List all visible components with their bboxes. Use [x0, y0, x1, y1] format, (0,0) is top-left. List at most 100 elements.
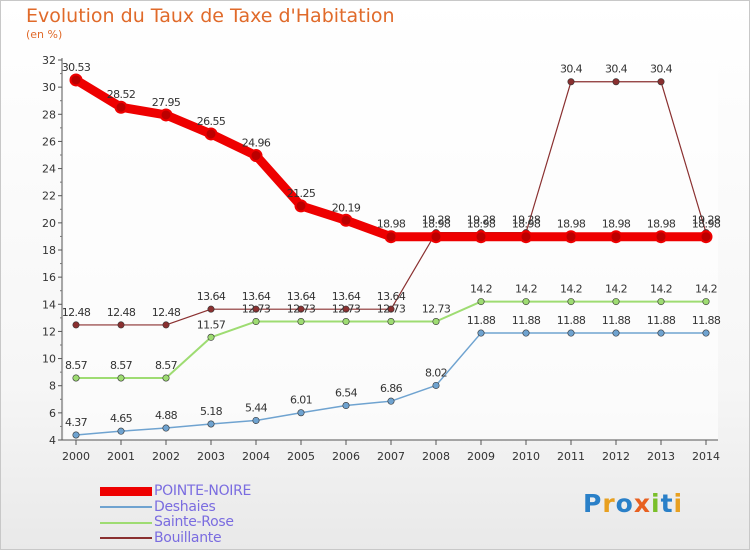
- x-tick-label: 2005: [287, 450, 315, 463]
- data-point: [609, 230, 623, 244]
- y-tick-label: 10: [42, 353, 56, 366]
- legend-label-sainte-rose: Sainte-Rose: [154, 514, 234, 531]
- y-tick-label: 6: [49, 407, 56, 420]
- y-tick-label: 26: [42, 135, 56, 148]
- data-label: 14.2: [650, 283, 672, 296]
- data-label: 11.57: [197, 318, 226, 331]
- data-point: [207, 420, 215, 428]
- data-label: 6.54: [335, 387, 358, 400]
- data-point: [567, 78, 575, 86]
- data-label: 20.19: [332, 201, 361, 214]
- x-tick-label: 2003: [197, 450, 225, 463]
- data-label: 4.88: [155, 409, 178, 422]
- data-label: 4.65: [110, 412, 133, 425]
- data-point: [477, 329, 485, 337]
- y-tick-label: 8: [49, 380, 56, 393]
- legend-swatch-pointe-noire: [100, 487, 152, 497]
- data-point: [477, 298, 485, 306]
- data-label: 4.37: [65, 416, 88, 429]
- data-point: [114, 100, 128, 114]
- data-point: [252, 318, 260, 326]
- data-label: 18.98: [692, 218, 721, 231]
- data-point: [117, 374, 125, 382]
- data-label: 8.57: [155, 359, 178, 372]
- data-label: 11.88: [602, 314, 631, 327]
- data-point: [657, 78, 665, 86]
- data-label: 30.53: [62, 61, 91, 74]
- data-point: [654, 230, 668, 244]
- data-point: [162, 424, 170, 432]
- legend-item-sainte-rose: Sainte-Rose: [100, 515, 251, 531]
- data-label: 27.95: [152, 96, 181, 109]
- data-label: 13.64: [242, 290, 271, 303]
- data-label: 12.73: [242, 303, 271, 316]
- data-label: 18.98: [467, 218, 496, 231]
- x-tick-label: 2010: [512, 450, 540, 463]
- data-point: [207, 305, 215, 313]
- legend-item-deshaies: Deshaies: [100, 499, 251, 516]
- data-point: [519, 230, 533, 244]
- data-label: 28.52: [107, 88, 136, 101]
- data-point: [567, 329, 575, 337]
- chart-legend: POINTE-NOIRE Deshaies Sainte-Rose Bouill…: [100, 484, 251, 546]
- data-point: [252, 416, 260, 424]
- data-label: 26.55: [197, 115, 226, 128]
- data-label: 12.73: [377, 303, 406, 316]
- data-point: [612, 78, 620, 86]
- data-point: [522, 298, 530, 306]
- data-label: 8.57: [65, 359, 88, 372]
- data-label: 30.4: [650, 63, 673, 76]
- chart-title: Evolution du Taux de Taxe d'Habitation: [26, 5, 395, 27]
- data-label: 13.64: [332, 290, 361, 303]
- data-label: 8.57: [110, 359, 133, 372]
- x-tick-label: 2009: [467, 450, 495, 463]
- data-point: [162, 374, 170, 382]
- legend-item-bouillante: Bouillante: [100, 530, 251, 547]
- data-point: [204, 127, 218, 141]
- data-label: 19.28: [512, 214, 541, 227]
- data-label: 18.98: [512, 218, 541, 231]
- data-label: 14.2: [560, 283, 582, 296]
- x-tick-label: 2008: [422, 450, 450, 463]
- data-label: 11.88: [692, 314, 721, 327]
- data-label: 11.88: [467, 314, 496, 327]
- data-point: [699, 230, 713, 244]
- y-tick-label: 12: [42, 325, 56, 338]
- data-point: [567, 298, 575, 306]
- data-label: 13.64: [197, 290, 226, 303]
- y-tick-label: 22: [42, 190, 56, 203]
- data-point: [297, 305, 305, 313]
- data-label: 6.86: [380, 382, 403, 395]
- data-label: 19.28: [467, 214, 496, 227]
- proxiti-logo: Proxiti: [583, 489, 684, 518]
- data-point: [387, 397, 395, 405]
- data-label: 14.2: [605, 283, 627, 296]
- data-label: 14.2: [515, 283, 537, 296]
- y-tick-label: 14: [42, 298, 56, 311]
- data-point: [339, 213, 353, 227]
- data-label: 12.48: [152, 306, 181, 319]
- data-point: [384, 230, 398, 244]
- y-tick-label: 30: [42, 81, 56, 94]
- x-tick-label: 2006: [332, 450, 360, 463]
- data-label: 19.28: [422, 214, 451, 227]
- data-point: [429, 230, 443, 244]
- y-tick-label: 16: [42, 271, 56, 284]
- data-point: [522, 329, 530, 337]
- legend-swatch-sainte-rose: [100, 521, 152, 524]
- data-point: [564, 230, 578, 244]
- data-point: [72, 374, 80, 382]
- data-label: 12.48: [62, 306, 91, 319]
- data-label: 24.96: [242, 137, 271, 150]
- data-point: [342, 305, 350, 313]
- data-point: [249, 149, 263, 163]
- x-tick-label: 2007: [377, 450, 405, 463]
- data-label: 11.88: [512, 314, 541, 327]
- y-tick-label: 20: [42, 217, 56, 230]
- data-point: [342, 318, 350, 326]
- data-label: 11.88: [647, 314, 676, 327]
- data-label: 6.01: [290, 394, 312, 407]
- data-label: 12.73: [332, 303, 361, 316]
- data-label: 12.73: [422, 303, 451, 316]
